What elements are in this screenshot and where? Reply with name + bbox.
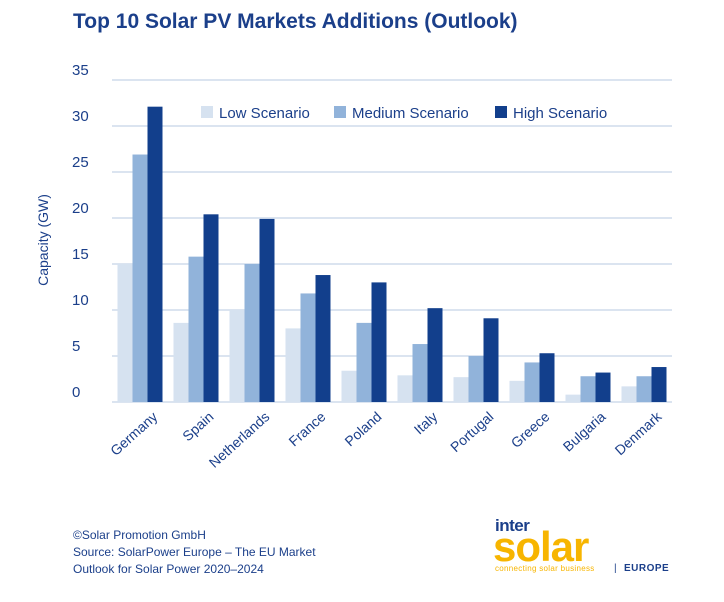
- logo-solar: solar: [493, 523, 589, 570]
- bar: [483, 318, 499, 402]
- legend-label: High Scenario: [513, 105, 607, 122]
- legend-swatch: [334, 106, 346, 118]
- y-axis-ticks: 0 5 10 15 20 25 30 35: [72, 62, 89, 401]
- bar: [509, 380, 525, 402]
- x-tick-label: Netherlands: [206, 408, 273, 470]
- bar: [412, 344, 428, 402]
- bars: [117, 106, 667, 403]
- bar: [636, 376, 652, 402]
- y-tick-label: 15: [72, 246, 89, 263]
- bar: [595, 372, 611, 402]
- bar: [188, 256, 204, 402]
- logo-separator: |: [614, 563, 617, 574]
- bar: [315, 275, 331, 402]
- logo-inter: inter: [495, 516, 530, 535]
- bar: [285, 328, 301, 402]
- bar: [651, 367, 667, 402]
- bar: [580, 376, 596, 402]
- y-tick-label: 25: [72, 154, 89, 171]
- bar: [259, 218, 275, 402]
- x-tick-label: Portugal: [447, 408, 496, 455]
- legend-label: Medium Scenario: [352, 105, 469, 122]
- bar: [539, 353, 555, 402]
- bar: [203, 214, 219, 402]
- x-tick-label: Bulgaria: [560, 408, 609, 454]
- y-tick-label: 20: [72, 200, 89, 217]
- x-tick-label: France: [285, 408, 328, 449]
- logo-tagline: connecting solar business: [495, 564, 595, 573]
- bar: [524, 362, 540, 402]
- bar: [132, 154, 148, 402]
- source-text: Source: SolarPower Europe – The EU Marke…: [73, 545, 316, 559]
- x-tick-label: Denmark: [612, 408, 666, 459]
- y-tick-label: 30: [72, 108, 89, 125]
- source-text-cont: Outlook for Solar Power 2020–2024: [73, 562, 264, 576]
- bar: [356, 322, 372, 402]
- bar: [397, 375, 413, 402]
- bar: [229, 310, 245, 402]
- x-tick-label: Spain: [179, 408, 216, 444]
- copyright-text: ©Solar Promotion GmbH: [73, 528, 206, 542]
- grid-lines: [112, 79, 672, 403]
- y-axis-label: Capacity (GW): [35, 194, 51, 286]
- footer-source: ©Solar Promotion GmbH Source: SolarPower…: [73, 527, 316, 578]
- bar: [147, 106, 163, 403]
- x-tick-label: Poland: [341, 408, 384, 449]
- legend-swatch: [495, 106, 507, 118]
- bar: [173, 322, 189, 402]
- y-tick-label: 0: [72, 384, 80, 401]
- bar: [371, 282, 387, 402]
- bar: [427, 308, 443, 402]
- x-tick-label: Greece: [508, 408, 553, 451]
- y-tick-label: 5: [72, 338, 80, 355]
- y-tick-label: 35: [72, 62, 89, 79]
- bar: [117, 264, 133, 402]
- bar: [565, 394, 581, 402]
- logo-region: EUROPE: [624, 563, 670, 574]
- bar: [453, 377, 469, 402]
- legend: Low Scenario Medium Scenario High Scenario: [201, 105, 607, 122]
- bar: [468, 356, 484, 402]
- legend-label: Low Scenario: [219, 105, 310, 122]
- bar: [244, 264, 260, 402]
- bar: [621, 386, 637, 402]
- legend-swatch: [201, 106, 213, 118]
- intersolar-logo: inter solar connecting solar business | …: [493, 516, 683, 576]
- bar: [300, 293, 316, 402]
- bar: [341, 370, 357, 402]
- x-tick-label: Germany: [107, 408, 160, 458]
- x-tick-label: Italy: [411, 408, 441, 437]
- chart-title: Top 10 Solar PV Markets Additions (Outlo…: [73, 10, 518, 33]
- y-tick-label: 10: [72, 292, 89, 309]
